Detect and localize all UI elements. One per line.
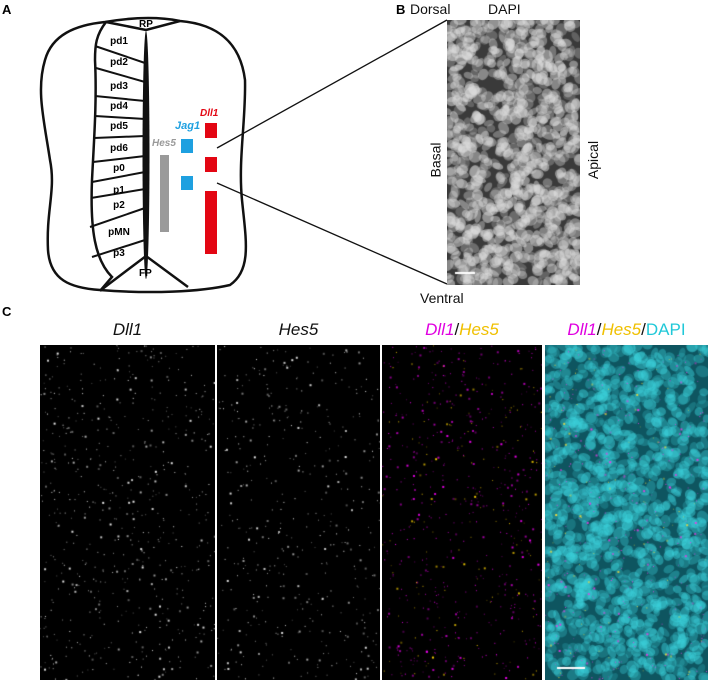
panel-c-title: Dll1/Hes5/DAPI <box>545 320 708 340</box>
jag1-label: Jag1 <box>175 120 201 132</box>
jag1-bar <box>181 176 193 190</box>
title-part: Dll1 <box>425 320 455 339</box>
domain-label: pd3 <box>110 81 128 92</box>
domain-label: p1 <box>113 185 125 196</box>
domain-label: p0 <box>113 163 125 174</box>
domain-label: pMN <box>108 227 130 238</box>
panel-label-a: A <box>2 2 12 17</box>
title-part: / <box>454 320 460 339</box>
zoom-line-top <box>216 19 448 149</box>
floor-plate-label: FP <box>139 268 152 279</box>
dll1-label: Dll1 <box>200 108 219 119</box>
basal-label: Basal <box>427 142 444 178</box>
dll1-bar <box>205 123 217 138</box>
dapi-label: DAPI <box>488 1 521 17</box>
title-part: Hes5 <box>278 320 319 339</box>
title-part: Dll1 <box>112 320 143 339</box>
title-part: / <box>596 320 602 339</box>
spinal-cord-diagram <box>39 16 448 294</box>
title-part: Dll1 <box>567 320 597 339</box>
panel-c-title: Dll1/Hes5 <box>382 320 542 340</box>
domain-label: pd1 <box>110 36 128 47</box>
panel-label-c: C <box>2 304 12 319</box>
hes5-bar <box>160 155 169 232</box>
dll1-bar <box>205 191 217 254</box>
hes5-image <box>217 345 380 680</box>
central-canal <box>142 31 150 279</box>
domain-label: pd4 <box>110 101 128 112</box>
title-part: DAPI <box>645 320 686 339</box>
domain-label: pd2 <box>110 57 128 68</box>
domain-label: pd5 <box>110 121 128 132</box>
hes5-label: Hes5 <box>152 138 176 149</box>
domain-label: p3 <box>113 248 125 259</box>
title-part: / <box>641 320 646 339</box>
apical-label: Apical <box>585 140 602 180</box>
domain-boundaries <box>89 45 146 258</box>
title-part: Hes5 <box>601 320 642 339</box>
panel-c-title: Dll1 <box>40 320 215 340</box>
dll1-hes5-merge-image <box>382 345 542 680</box>
dapi-image <box>447 20 580 285</box>
jag1-bar <box>181 139 193 153</box>
domain-label: pd6 <box>110 143 128 154</box>
panel-c-title: Hes5 <box>217 320 380 340</box>
roof-plate-label: RP <box>139 19 153 30</box>
dll1-bar <box>205 157 217 172</box>
dll1-image <box>40 345 215 680</box>
ventral-label: Ventral <box>420 290 464 306</box>
zoom-line-bottom <box>216 182 448 285</box>
dorsal-label: Dorsal <box>410 1 451 17</box>
domain-label: p2 <box>113 200 125 211</box>
title-part: Hes5 <box>459 320 499 339</box>
panel-label-b: B <box>396 2 406 17</box>
dll1-hes5-dapi-merge-image <box>545 345 708 680</box>
